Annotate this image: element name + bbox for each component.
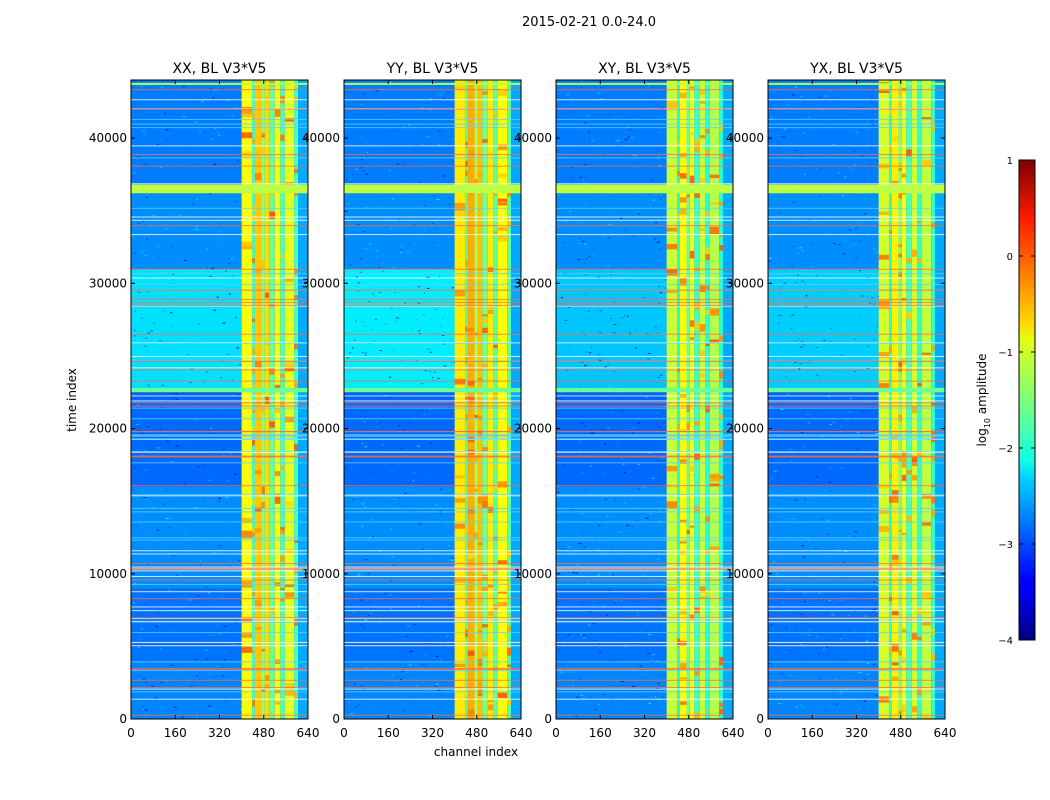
panel-title: YY, BL V3*V5 [386, 61, 479, 77]
y-tick-label: 0 [756, 712, 764, 726]
panels-layer: XX, BL V3*V5 0 160 320 480 640 0 10000 20000 3000… [65, 61, 956, 759]
x-tick-label: 480 [677, 726, 700, 740]
x-tick-label: 640 [297, 726, 320, 740]
heatmap-image [131, 80, 308, 719]
x-tick-label: 480 [465, 726, 488, 740]
y-tick-label: 40000 [89, 131, 127, 145]
x-tick-label: 160 [801, 726, 824, 740]
y-tick-label: 40000 [514, 131, 552, 145]
panel-title: XX, BL V3*V5 [173, 61, 267, 77]
colorbar-tick-label: −2 [998, 444, 1013, 455]
y-tick-label: 10000 [302, 567, 340, 581]
y-tick-label: 30000 [514, 276, 552, 290]
panel-yx: YX, BL V3*V5 0 160 320 480 640 0 10000 20000 3000… [726, 61, 957, 740]
x-tick-label: 640 [510, 726, 533, 740]
y-tick-label: 20000 [302, 422, 340, 436]
y-tick-label: 10000 [89, 567, 127, 581]
y-axis-label: time index [65, 368, 79, 432]
panel-title: XY, BL V3*V5 [598, 61, 691, 77]
y-tick-label: 40000 [726, 131, 764, 145]
x-tick-label: 640 [722, 726, 745, 740]
x-tick-label: 320 [421, 726, 444, 740]
y-tick-label: 10000 [514, 567, 552, 581]
colorbar-gradient [1018, 159, 1036, 641]
y-tick-label: 20000 [514, 422, 552, 436]
panel-title: YX, BL V3*V5 [809, 61, 903, 77]
y-tick-label: 30000 [302, 276, 340, 290]
heatmap-image [556, 80, 733, 719]
x-tick-label: 480 [889, 726, 912, 740]
heatmap-image [344, 80, 521, 719]
colorbar-tick-label: −1 [998, 348, 1013, 359]
x-axis-label: channel index [434, 745, 518, 759]
y-tick-label: 30000 [726, 276, 764, 290]
panel-xy: XY, BL V3*V5 0 160 320 480 640 0 10000 20000 3000… [514, 61, 745, 740]
x-tick-label: 320 [845, 726, 868, 740]
x-tick-label: 160 [589, 726, 612, 740]
y-tick-label: 10000 [726, 567, 764, 581]
y-tick-label: 20000 [726, 422, 764, 436]
y-tick-label: 20000 [89, 422, 127, 436]
x-tick-label: 0 [127, 726, 135, 740]
colorbar: log10 amplitude 1 0 −1 −2 −3 −4 [975, 156, 1036, 647]
y-tick-label: 30000 [89, 276, 127, 290]
panel-yy: YY, BL V3*V5 0 160 320 480 640 0 10000 20000 3000… [302, 61, 533, 740]
y-tick-label: 0 [544, 712, 552, 726]
x-tick-label: 320 [633, 726, 656, 740]
x-tick-label: 160 [164, 726, 187, 740]
x-tick-label: 640 [934, 726, 957, 740]
panel-xx: XX, BL V3*V5 0 160 320 480 640 0 10000 20000 3000… [89, 61, 320, 740]
colorbar-label: log10 amplitude [975, 354, 992, 447]
y-tick-label: 0 [119, 712, 127, 726]
heatmap-image [768, 80, 945, 719]
colorbar-tick-label: 1 [1007, 156, 1013, 167]
x-tick-label: 480 [252, 726, 275, 740]
x-tick-label: 0 [552, 726, 560, 740]
x-tick-label: 0 [340, 726, 348, 740]
colorbar-tick-label: −4 [998, 636, 1013, 647]
x-tick-label: 0 [764, 726, 772, 740]
y-tick-label: 0 [332, 712, 340, 726]
colorbar-tick-label: −3 [998, 540, 1013, 551]
y-tick-label: 40000 [302, 131, 340, 145]
x-tick-label: 160 [377, 726, 400, 740]
x-tick-label: 320 [208, 726, 231, 740]
colorbar-tick-label: 0 [1007, 252, 1013, 263]
figure-title: 2015-02-21 0.0-24.0 [522, 15, 656, 30]
